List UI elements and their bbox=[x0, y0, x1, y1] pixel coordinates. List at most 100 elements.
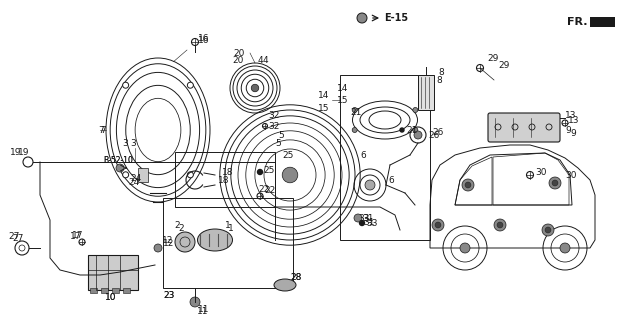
Text: 23: 23 bbox=[163, 291, 174, 300]
Text: 3: 3 bbox=[122, 139, 128, 148]
Text: 24: 24 bbox=[130, 173, 141, 182]
Circle shape bbox=[542, 224, 554, 236]
Text: 29: 29 bbox=[487, 53, 498, 62]
Text: 21: 21 bbox=[350, 108, 361, 116]
Text: 10: 10 bbox=[105, 292, 117, 301]
Circle shape bbox=[357, 13, 367, 23]
Text: 2: 2 bbox=[174, 220, 180, 229]
Text: 11: 11 bbox=[198, 306, 209, 315]
Text: 13: 13 bbox=[565, 110, 577, 119]
Text: 1: 1 bbox=[225, 220, 231, 229]
Text: 33: 33 bbox=[358, 213, 369, 222]
Text: 20: 20 bbox=[232, 55, 243, 65]
Text: 19: 19 bbox=[18, 148, 29, 156]
Text: 18: 18 bbox=[222, 167, 234, 177]
Circle shape bbox=[465, 182, 471, 188]
Ellipse shape bbox=[198, 229, 232, 251]
Circle shape bbox=[560, 243, 570, 253]
Circle shape bbox=[365, 180, 375, 190]
Text: 28: 28 bbox=[290, 274, 301, 283]
Text: 30: 30 bbox=[565, 171, 577, 180]
Text: 15: 15 bbox=[318, 103, 329, 113]
Circle shape bbox=[190, 297, 200, 307]
Circle shape bbox=[258, 170, 262, 174]
Bar bbox=[163, 198, 293, 288]
Circle shape bbox=[188, 82, 193, 88]
Circle shape bbox=[545, 227, 551, 233]
Text: 28: 28 bbox=[290, 274, 301, 283]
Text: 12: 12 bbox=[163, 238, 174, 247]
Bar bbox=[112, 288, 119, 293]
Text: B-52-10: B-52-10 bbox=[103, 156, 133, 164]
Text: 12: 12 bbox=[162, 236, 174, 244]
Bar bbox=[175, 152, 275, 207]
Text: 23: 23 bbox=[163, 291, 174, 300]
Text: 10: 10 bbox=[105, 293, 117, 302]
Text: 14: 14 bbox=[337, 84, 348, 92]
Text: 4: 4 bbox=[258, 55, 263, 65]
Circle shape bbox=[116, 164, 124, 172]
Text: 9: 9 bbox=[570, 129, 575, 138]
Circle shape bbox=[494, 219, 506, 231]
Text: 5: 5 bbox=[278, 131, 284, 140]
Circle shape bbox=[400, 128, 404, 132]
Text: E-15: E-15 bbox=[384, 13, 408, 23]
Text: 31: 31 bbox=[363, 218, 375, 227]
Text: 32: 32 bbox=[268, 110, 279, 119]
Circle shape bbox=[154, 244, 162, 252]
FancyBboxPatch shape bbox=[488, 113, 560, 142]
Circle shape bbox=[251, 84, 259, 92]
Text: 13: 13 bbox=[568, 116, 579, 124]
Text: 27: 27 bbox=[8, 231, 19, 241]
Text: 30: 30 bbox=[535, 167, 547, 177]
Circle shape bbox=[497, 222, 503, 228]
Circle shape bbox=[413, 108, 418, 113]
Text: FR.: FR. bbox=[567, 17, 588, 27]
Text: 15: 15 bbox=[337, 95, 348, 105]
Bar bbox=[90, 288, 97, 293]
Ellipse shape bbox=[274, 279, 296, 291]
Text: 3: 3 bbox=[130, 139, 136, 148]
Text: 11: 11 bbox=[197, 308, 209, 316]
Bar bbox=[123, 288, 130, 293]
Circle shape bbox=[359, 220, 364, 226]
Circle shape bbox=[460, 243, 470, 253]
Text: 5: 5 bbox=[275, 139, 281, 148]
Circle shape bbox=[122, 82, 129, 88]
Circle shape bbox=[414, 131, 422, 139]
Circle shape bbox=[432, 219, 444, 231]
Text: 25: 25 bbox=[282, 150, 293, 159]
Text: 26: 26 bbox=[432, 127, 443, 137]
Bar bbox=[418, 75, 434, 110]
Text: 17: 17 bbox=[70, 231, 82, 241]
Circle shape bbox=[435, 222, 441, 228]
Text: 31: 31 bbox=[362, 213, 373, 222]
Text: 2: 2 bbox=[178, 223, 184, 233]
Text: 8: 8 bbox=[438, 68, 444, 76]
Text: 20: 20 bbox=[233, 49, 244, 58]
Text: 4: 4 bbox=[263, 55, 269, 65]
Text: 17: 17 bbox=[72, 230, 84, 239]
Circle shape bbox=[462, 179, 474, 191]
Text: 6: 6 bbox=[388, 175, 394, 185]
Text: 18: 18 bbox=[218, 175, 230, 185]
Bar bbox=[88, 255, 138, 290]
Text: 22: 22 bbox=[264, 186, 275, 195]
Circle shape bbox=[282, 167, 298, 183]
Text: 1: 1 bbox=[228, 223, 234, 233]
Bar bbox=[138, 168, 148, 182]
Text: 21: 21 bbox=[406, 125, 417, 134]
Text: 16: 16 bbox=[198, 34, 209, 43]
Circle shape bbox=[413, 127, 418, 132]
Bar bbox=[590, 17, 615, 27]
Bar bbox=[101, 288, 108, 293]
Circle shape bbox=[352, 127, 357, 132]
Text: 24: 24 bbox=[128, 178, 139, 187]
Circle shape bbox=[552, 180, 558, 186]
Text: 8: 8 bbox=[436, 76, 441, 84]
Circle shape bbox=[175, 232, 195, 252]
Bar bbox=[340, 75, 430, 240]
Text: 32: 32 bbox=[268, 122, 279, 131]
Text: 25: 25 bbox=[263, 165, 274, 174]
Text: B-52-10: B-52-10 bbox=[103, 156, 133, 164]
